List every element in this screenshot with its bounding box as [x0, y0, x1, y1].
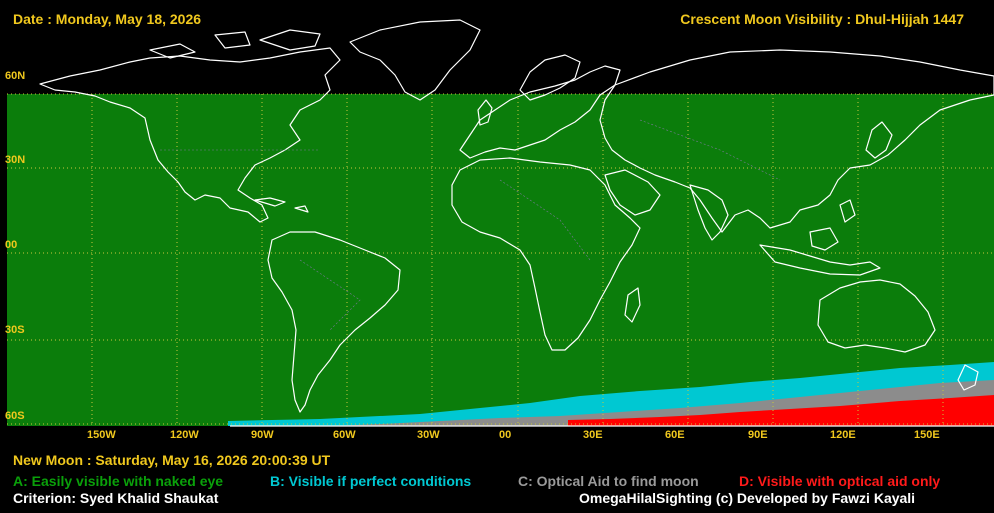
lat-label-30s: 30S — [5, 324, 25, 336]
caribbean-coast — [254, 197, 309, 213]
country-borders — [160, 119, 781, 331]
coastlines — [39, 19, 994, 427]
scandinavia-coast — [519, 54, 581, 101]
africa-coast — [451, 157, 641, 351]
legend-zone-b: B: Visible if perfect conditions — [270, 473, 472, 489]
lat-label-60s: 60S — [5, 410, 25, 422]
arctic-islands-coast — [149, 29, 321, 59]
credit-label: OmegaHilalSighting (c) Developed by Fawz… — [579, 490, 916, 506]
arabia-coast — [604, 169, 661, 216]
graticule — [7, 93, 994, 426]
australia-coast — [817, 279, 936, 353]
map-title: Crescent Moon Visibility : Dhul-Hijjah 1… — [680, 11, 964, 27]
lon-label-150e: 150E — [914, 429, 940, 441]
lon-label-00: 00 — [499, 429, 512, 441]
lon-label-90e: 90E — [748, 429, 768, 441]
lat-label-00: 00 — [5, 239, 18, 251]
indonesia-coast — [759, 199, 881, 276]
greenland-coast — [349, 19, 481, 101]
lat-label-60n: 60N — [5, 70, 26, 82]
uk-coast — [477, 99, 493, 126]
criterion-label: Criterion: Syed Khalid Shaukat — [13, 490, 219, 506]
madagascar-coast — [624, 287, 641, 323]
lon-label-90w: 90W — [251, 429, 274, 441]
japan-coast — [865, 121, 893, 159]
lon-label-30e: 30E — [583, 429, 603, 441]
lon-label-60w: 60W — [333, 429, 356, 441]
legend-zone-d: D: Visible with optical aid only — [739, 473, 941, 489]
new-zealand-coast — [957, 364, 979, 391]
lon-label-30w: 30W — [417, 429, 440, 441]
lat-label-30n: 30N — [5, 154, 26, 166]
zone-d-region — [568, 395, 994, 426]
new-moon-label: New Moon : Saturday, May 16, 2026 20:00:… — [13, 452, 331, 468]
legend-zone-c: C: Optical Aid to find moon — [518, 473, 699, 489]
lon-label-120e: 120E — [830, 429, 856, 441]
date-label: Date : Monday, May 18, 2026 — [13, 11, 202, 27]
asia-coast — [599, 49, 994, 233]
north-america-coast — [39, 47, 341, 223]
lon-label-120w: 120W — [170, 429, 199, 441]
south-america-coast — [267, 231, 401, 413]
india-coast — [689, 184, 729, 241]
legend-zone-a: A: Easily visible with naked eye — [13, 473, 224, 489]
lon-label-60e: 60E — [665, 429, 685, 441]
lon-label-150w: 150W — [87, 429, 116, 441]
zone-a-region — [7, 94, 994, 426]
